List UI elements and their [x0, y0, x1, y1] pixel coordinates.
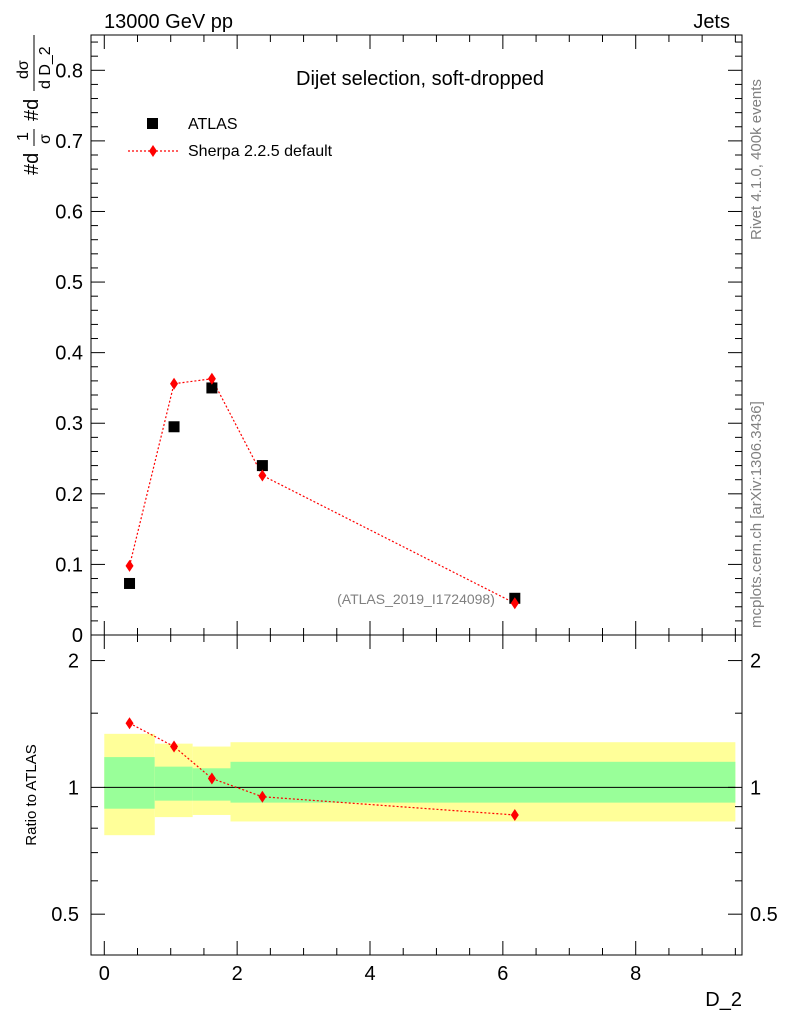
main-ytick-label: 0.7: [55, 131, 83, 153]
sherpa-point: [510, 597, 519, 610]
atlas-point: [124, 577, 136, 589]
sherpa-point: [170, 377, 179, 390]
ratio-sherpa-point: [510, 808, 519, 821]
ratio-ytick-label-right: 0.5: [750, 904, 778, 926]
atlas-point: [256, 460, 268, 472]
ratio-band-inner: [104, 757, 155, 809]
ratio-band-inner: [154, 766, 193, 801]
rivet-info: Rivet 4.1.0, 400k events: [748, 79, 765, 240]
ratio-xtick-label: 6: [497, 963, 508, 985]
legend-sherpa-marker: [149, 145, 157, 157]
main-plot-title: Dijet selection, soft-dropped: [296, 68, 544, 90]
ratio-ytick-label-right: 2: [750, 651, 761, 673]
legend-sherpa-label: Sherpa 2.2.5 default: [188, 143, 333, 160]
ratio-plot-frame: [90, 634, 743, 956]
ratio-xtick-label: 4: [364, 963, 375, 985]
main-ytick-label: 0.4: [55, 343, 83, 365]
sherpa-point: [207, 372, 216, 385]
main-ytick-label: 0.8: [55, 60, 83, 82]
ratio-sherpa-point: [258, 790, 267, 803]
sherpa-point: [258, 469, 267, 482]
ylabel-d1: #d: [21, 153, 43, 175]
legend-atlas-label: ATLAS: [188, 116, 238, 133]
x-axis-label: D_2: [705, 989, 742, 1011]
ratio-ytick-label-left: 0.5: [51, 904, 79, 926]
ratio-sherpa-line: [129, 722, 515, 816]
ylabel-frac1-num: 1: [15, 132, 32, 141]
sherpa-line: [128, 378, 516, 604]
ratio-xtick-label: 2: [232, 963, 243, 985]
main-ytick-label: 0: [72, 625, 83, 647]
ylabel-frac2-num: dσ: [15, 60, 32, 79]
main-ytick-label: 0.5: [55, 272, 83, 294]
sherpa-point: [125, 559, 134, 572]
ratio-ytick-label-left: 2: [68, 651, 79, 673]
header-right: Jets: [693, 11, 730, 33]
ratio-sherpa-point: [170, 740, 179, 753]
main-ytick-label: 0.1: [55, 554, 83, 576]
ratio-sherpa-point: [207, 772, 216, 785]
main-y-axis-label: #d 1 σ #d dσ d D_2: [15, 35, 54, 175]
ratio-ytick-label-left: 1: [68, 777, 79, 799]
ylabel-frac1-den: σ: [37, 134, 54, 144]
legend-atlas-marker: [147, 118, 158, 129]
ylabel-d2: #d: [21, 99, 43, 121]
atlas-point: [206, 382, 218, 394]
ratio-y-axis-label: Ratio to ATLAS: [23, 744, 40, 845]
ratio-band-inner: [230, 761, 736, 803]
ratio-xtick-label: 8: [630, 963, 641, 985]
ratio-ytick-label-right: 1: [750, 777, 761, 799]
watermark: (ATLAS_2019_I1724098): [337, 591, 495, 607]
main-ytick-label: 0.2: [55, 484, 83, 506]
main-ytick-label: 0.6: [55, 201, 83, 223]
ylabel-frac2-den: d D_2: [37, 46, 54, 89]
ratio-sherpa-point: [125, 717, 134, 730]
main-ytick-label: 0.3: [55, 413, 83, 435]
ratio-xtick-label: 0: [99, 963, 110, 985]
legend: ATLAS Sherpa 2.2.5 default: [128, 116, 333, 160]
atlas-point: [168, 421, 180, 433]
header-left: 13000 GeV pp: [104, 11, 233, 33]
mcplots-info: mcplots.cern.ch [arXiv:1306.3436]: [748, 401, 765, 628]
